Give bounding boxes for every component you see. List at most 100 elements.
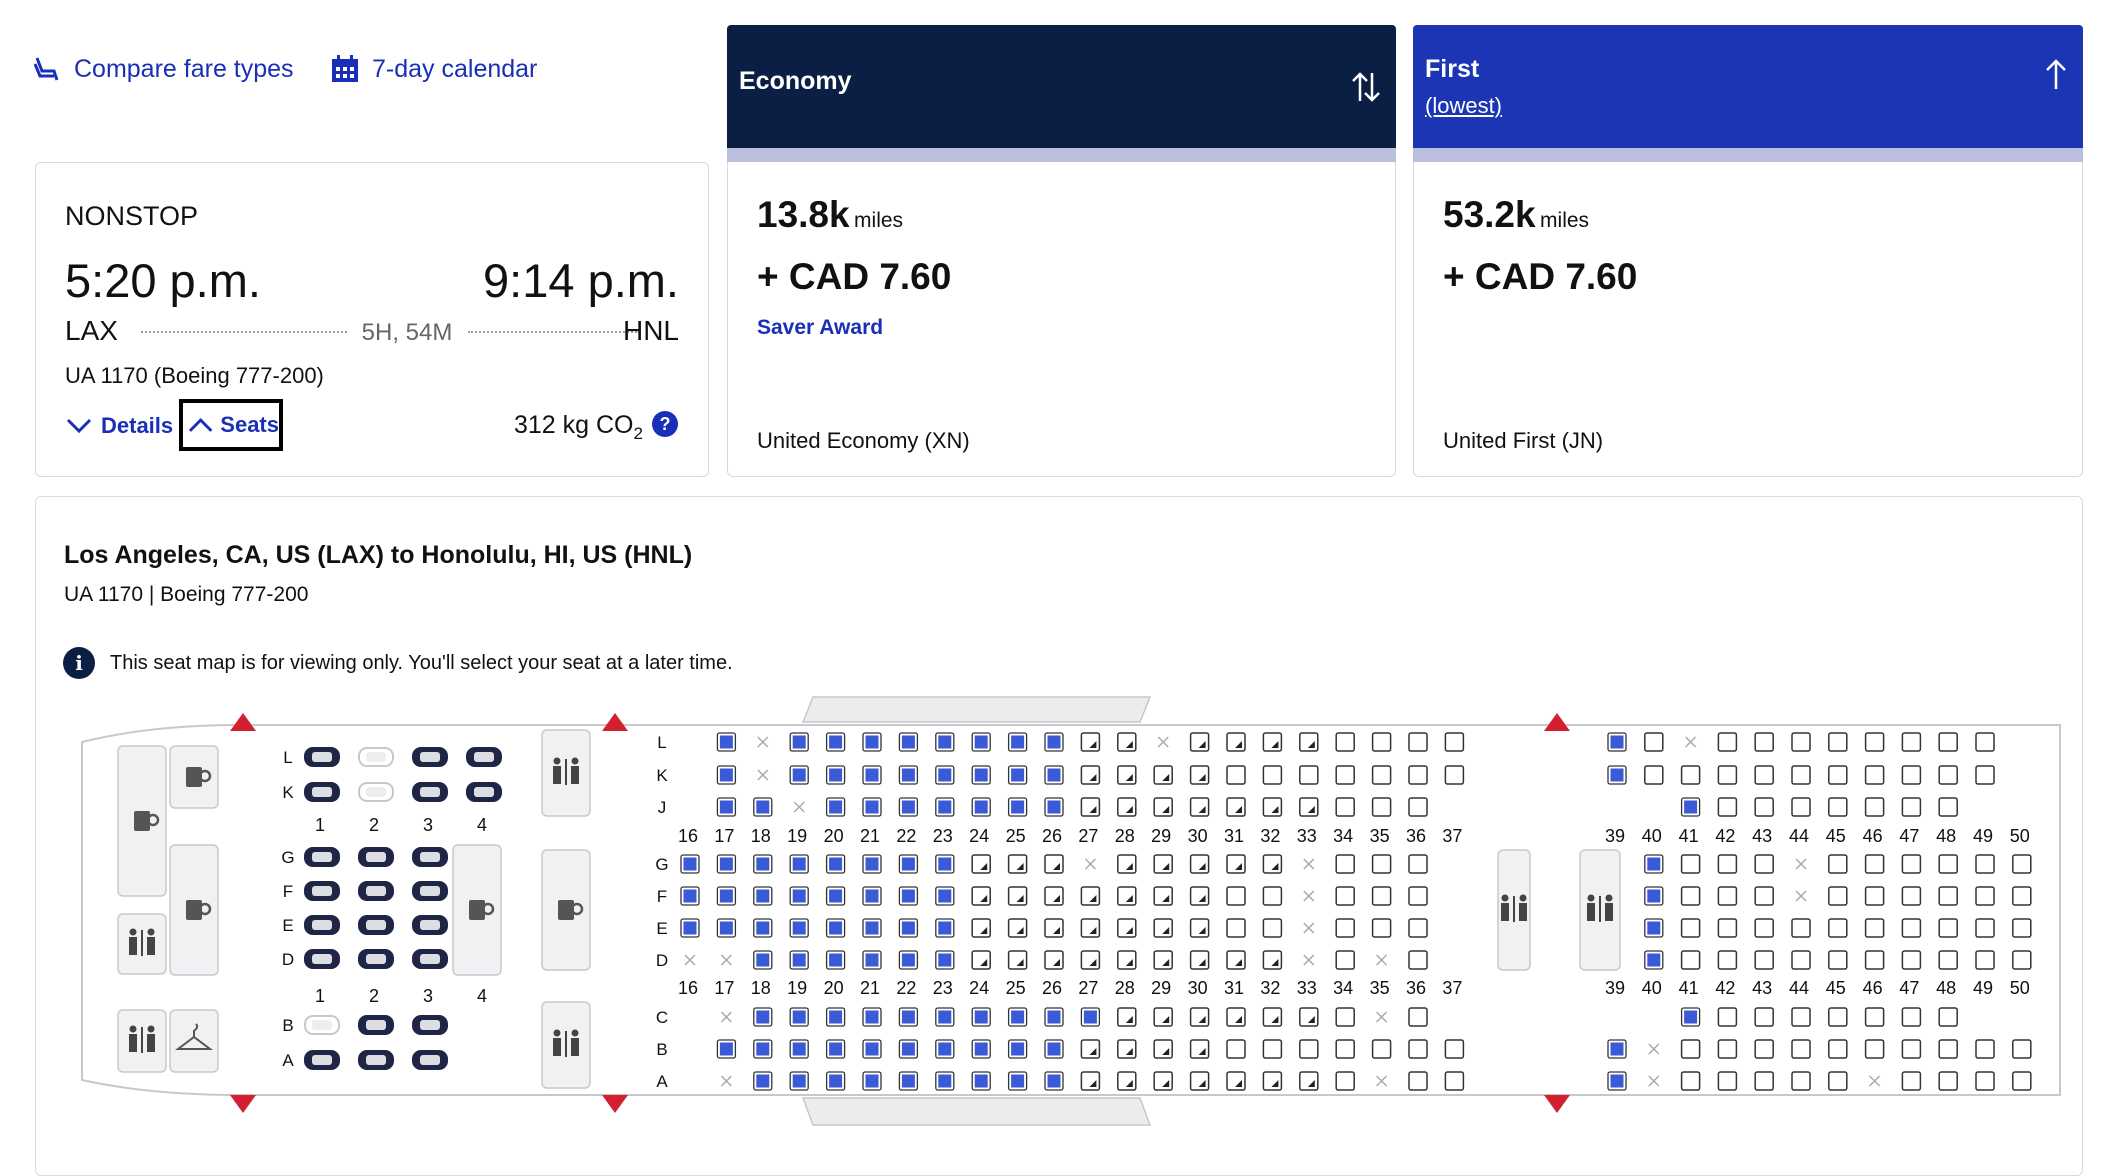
seat-available-fill xyxy=(974,735,988,749)
seat-available-fill xyxy=(865,889,879,903)
economy-column-number: 29 xyxy=(1151,826,1171,846)
seat-premium-marker xyxy=(1235,959,1242,966)
seat-open xyxy=(1371,765,1392,785)
seat-premium-marker xyxy=(1125,1016,1133,1023)
seat-open xyxy=(1754,950,1774,970)
seat-premium-marker xyxy=(1307,1016,1315,1023)
details-toggle[interactable]: Details xyxy=(65,413,173,439)
seat-premium-marker xyxy=(1162,1048,1170,1055)
seats-toggle[interactable]: Seats xyxy=(179,399,283,451)
lavatory-icon-head xyxy=(571,757,579,765)
first-column-number: 3 xyxy=(423,986,433,1006)
seat-open xyxy=(1117,732,1137,752)
economy-column-number: 24 xyxy=(969,978,989,998)
seat-available-fill xyxy=(1610,735,1624,749)
economy-column-number: 25 xyxy=(1006,826,1026,846)
first-class-seat-cushion xyxy=(366,886,386,896)
economy-column-number: 28 xyxy=(1115,978,1135,998)
seat-open xyxy=(1680,1039,1701,1059)
seat-open xyxy=(1189,732,1210,752)
seat-open xyxy=(1117,918,1137,938)
lavatory-icon-body xyxy=(1587,903,1595,921)
seat-open xyxy=(1408,765,1428,785)
seat-available-fill xyxy=(756,889,770,903)
seat-open xyxy=(1938,950,1958,970)
sort-icon[interactable] xyxy=(1350,69,1382,105)
economy-column-number: 30 xyxy=(1188,826,1208,846)
door-bottom xyxy=(801,1097,1152,1126)
economy-column-number: 26 xyxy=(1042,826,1062,846)
sort-ascending-icon[interactable] xyxy=(2043,57,2069,91)
seat-open xyxy=(1717,950,1738,970)
seat-available-fill xyxy=(865,1074,879,1088)
economy-column-number: 35 xyxy=(1370,826,1390,846)
help-icon[interactable]: ? xyxy=(652,411,678,437)
seat-available-fill xyxy=(756,921,770,935)
seat-open xyxy=(1444,1039,1465,1059)
economy-column-number: 20 xyxy=(824,826,844,846)
seat-open xyxy=(1828,1071,1848,1091)
economy-column-number: 39 xyxy=(1605,978,1625,998)
economy-fare-header[interactable]: Economy xyxy=(727,25,1396,162)
seat-open xyxy=(1226,886,1246,906)
calendar-label: 7-day calendar xyxy=(372,54,538,83)
seat-premium-marker xyxy=(980,959,988,966)
seat-available-fill xyxy=(901,953,915,967)
seat-open xyxy=(1262,765,1283,785)
economy-column-number: 44 xyxy=(1789,826,1809,846)
seat-open xyxy=(1901,1071,1922,1091)
first-column-number: 4 xyxy=(477,815,487,835)
first-class-seat-cushion xyxy=(312,787,332,797)
seat-open xyxy=(1335,918,1355,938)
seat-premium-marker xyxy=(1089,895,1097,902)
seat-available-fill xyxy=(1647,921,1661,935)
seat-open xyxy=(1299,732,1319,752)
economy-column-number: 32 xyxy=(1260,826,1280,846)
seat-open xyxy=(1408,950,1428,970)
first-fare-card[interactable]: 53.2k miles + CAD 7.60 United First (JN) xyxy=(1413,162,2083,477)
closet-icon xyxy=(175,1035,213,1050)
seat-open xyxy=(1938,918,1958,938)
economy-fare-card[interactable]: 13.8k miles + CAD 7.60 Saver Award Unite… xyxy=(727,162,1396,477)
economy-column-number: 16 xyxy=(678,978,698,998)
seat-available-fill xyxy=(829,800,843,814)
seat-available-fill xyxy=(683,921,697,935)
seat-premium-marker xyxy=(1125,863,1133,870)
seat-open xyxy=(971,950,991,970)
seat-open xyxy=(1680,886,1701,906)
flight-card: NONSTOP 5:20 p.m. 9:14 p.m. LAX 5H, 54M … xyxy=(35,162,709,477)
economy-column-number: 35 xyxy=(1370,978,1390,998)
co2-label: 312 kg CO xyxy=(514,411,634,439)
seat-open xyxy=(1644,732,1664,752)
seat-open xyxy=(1975,886,1995,906)
economy-row-label: D xyxy=(656,951,668,970)
economy-column-number: 22 xyxy=(896,826,916,846)
seat-open xyxy=(1262,732,1283,752)
seat-open xyxy=(1975,918,1995,938)
seat-open xyxy=(1007,854,1028,874)
seat-open xyxy=(1901,765,1922,785)
seat-open xyxy=(1901,1007,1922,1027)
exit-marker-bottom xyxy=(1544,1095,1570,1113)
lavatory-icon xyxy=(553,757,561,765)
lavatory-icon xyxy=(1501,894,1509,902)
compare-fare-types-link[interactable]: Compare fare types xyxy=(32,54,294,84)
first-fare-header[interactable]: First (lowest) xyxy=(1413,25,2083,162)
first-class-seat-cushion xyxy=(312,1020,332,1030)
seat-available-fill xyxy=(829,1074,843,1088)
seat-open xyxy=(1371,886,1392,906)
seat-unavailable xyxy=(793,801,805,813)
seat-premium-marker xyxy=(1016,863,1024,870)
seat-open xyxy=(1189,854,1210,874)
economy-column-number: 43 xyxy=(1752,978,1772,998)
lavatory-divider xyxy=(565,759,567,785)
seat-available-fill xyxy=(683,857,697,871)
seat-available-fill xyxy=(719,1042,733,1056)
seat-premium-marker xyxy=(1198,895,1206,902)
seat-open xyxy=(1864,886,1885,906)
economy-column-number: 45 xyxy=(1826,826,1846,846)
seat-open xyxy=(1189,1039,1210,1059)
seat-premium-marker xyxy=(1198,959,1206,966)
seat-open xyxy=(1335,854,1355,874)
calendar-link[interactable]: 7-day calendar xyxy=(330,54,537,84)
